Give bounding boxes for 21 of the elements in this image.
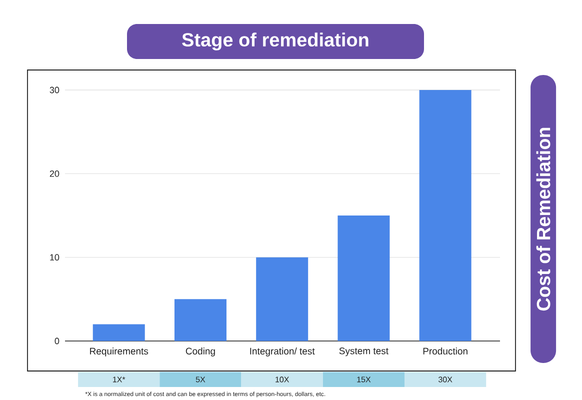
- y-tick-label: 10: [50, 254, 60, 261]
- text: 30X: [438, 376, 452, 382]
- y-tick-label: 0: [54, 338, 60, 344]
- y-tick-label: 20: [50, 170, 60, 177]
- x-tick-label: Requirements: [90, 348, 148, 356]
- x-tick-label: Coding: [186, 348, 215, 356]
- text: 5X: [196, 376, 206, 382]
- chart-title: Stage of remediation: [182, 32, 368, 50]
- y-tick-label: 30: [50, 86, 60, 94]
- text: 15X: [357, 376, 371, 382]
- bar: [92, 324, 145, 341]
- bar: [256, 257, 308, 341]
- text: 10X: [276, 376, 290, 382]
- text: 1X*: [113, 376, 126, 382]
- x-tick-label: Integration/ test: [250, 348, 315, 356]
- bar: [419, 90, 472, 341]
- x-tick-label: System test: [339, 348, 388, 356]
- bar: [174, 299, 226, 341]
- y-axis-title: Cost of Remediation: [536, 128, 550, 311]
- x-tick-label: Production: [423, 348, 468, 355]
- bar: [338, 216, 390, 341]
